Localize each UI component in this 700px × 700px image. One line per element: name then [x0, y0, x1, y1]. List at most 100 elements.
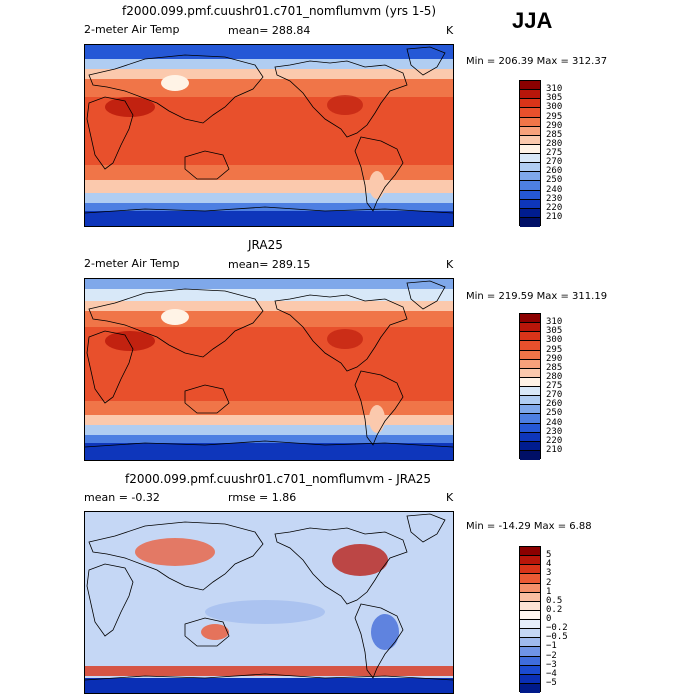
- colorbar-swatch: [520, 450, 540, 460]
- colorbar-swatch: [520, 341, 540, 351]
- panel-1-map: [84, 44, 454, 227]
- colorbar-swatch: [520, 647, 540, 657]
- colorbar-tick-label: 230: [546, 193, 563, 204]
- colorbar-swatch: [520, 423, 540, 433]
- colorbar-tick-label: 210: [546, 444, 563, 455]
- colorbar-swatch: [520, 629, 540, 639]
- colorbar-tick-label: 290: [546, 353, 563, 364]
- panel-2-unit: K: [446, 258, 454, 271]
- colorbar-tick-label: 220: [546, 435, 563, 446]
- season-label: JJA: [512, 8, 553, 33]
- colorbar-swatch: [520, 154, 540, 164]
- colorbar-tick-label: −5: [546, 677, 557, 688]
- colorbar-swatch: [520, 359, 540, 369]
- colorbar-swatch: [520, 190, 540, 200]
- colorbar-swatch: [520, 574, 540, 584]
- panel-2-title: JRA25: [248, 238, 283, 252]
- panel-2-colorbar: [519, 313, 541, 460]
- panel-1-minmax: Min = 206.39 Max = 312.37: [466, 56, 608, 67]
- panel-3-title: f2000.099.pmf.cuushr01.c701_nomflumvm - …: [125, 472, 432, 486]
- colorbar-swatch: [520, 656, 540, 666]
- colorbar-swatch: [520, 332, 540, 342]
- panel-1-title: f2000.099.pmf.cuushr01.c701_nomflumvm (y…: [122, 4, 437, 18]
- colorbar-tick-label: 5: [546, 550, 552, 561]
- colorbar-tick-label: 0: [546, 614, 552, 624]
- panel-1-unit: K: [446, 24, 454, 37]
- colorbar-tick-label: 295: [546, 344, 563, 355]
- colorbar-swatch: [520, 441, 540, 451]
- panel-3-map: [84, 511, 454, 694]
- colorbar-tick-label: 240: [546, 417, 563, 428]
- colorbar-swatch: [520, 135, 540, 145]
- colorbar-tick-label: 295: [546, 111, 563, 122]
- colorbar-tick-label: 3: [546, 568, 552, 579]
- colorbar-swatch: [520, 683, 540, 693]
- panel-2-minmax: Min = 219.59 Max = 311.19: [466, 291, 608, 302]
- colorbar-swatch: [520, 208, 540, 218]
- colorbar-tick-label: 285: [546, 129, 563, 140]
- colorbar-tick-label: 220: [546, 202, 563, 213]
- colorbar-swatch: [520, 99, 540, 109]
- panel-3-colorbar: [519, 546, 541, 693]
- colorbar-swatch: [520, 414, 540, 424]
- panel-1-colorbar: [519, 80, 541, 227]
- panel-2-variable-label: 2-meter Air Temp: [84, 257, 180, 270]
- colorbar-tick-label: 0.2: [546, 604, 563, 615]
- colorbar-swatch: [520, 108, 540, 118]
- colorbar-swatch: [520, 610, 540, 620]
- colorbar-swatch: [520, 81, 540, 91]
- colorbar-swatch: [520, 117, 540, 127]
- colorbar-swatch: [520, 405, 540, 415]
- colorbar-tick-label: 310: [546, 317, 563, 328]
- colorbar-swatch: [520, 592, 540, 602]
- colorbar-swatch: [520, 323, 540, 333]
- colorbar-swatch: [520, 638, 540, 648]
- colorbar-swatch: [520, 396, 540, 406]
- panel-1-mean-label: mean= 288.84: [228, 24, 311, 37]
- colorbar-tick-label: 285: [546, 362, 563, 373]
- colorbar-tick-label: 4: [546, 559, 552, 570]
- colorbar-swatch: [520, 199, 540, 209]
- map-field: [85, 279, 453, 460]
- colorbar-tick-label: 1: [546, 586, 552, 597]
- colorbar-tick-label: 230: [546, 426, 563, 437]
- colorbar-tick-label: −1: [546, 641, 557, 652]
- colorbar-tick-label: −2: [546, 650, 557, 661]
- colorbar-swatch: [520, 90, 540, 100]
- panel-3-mean-label: mean = -0.32: [84, 491, 160, 504]
- colorbar-tick-label: 270: [546, 157, 563, 168]
- panel-3-rmse-label: rmse = 1.86: [228, 491, 297, 504]
- colorbar-swatch: [520, 368, 540, 378]
- colorbar-tick-label: 305: [546, 326, 563, 337]
- colorbar-swatch: [520, 601, 540, 611]
- map-field: [85, 45, 453, 226]
- colorbar-swatch: [520, 314, 540, 324]
- colorbar-tick-label: 310: [546, 84, 563, 95]
- colorbar-tick-label: 275: [546, 381, 563, 391]
- panel-3-minmax: Min = -14.29 Max = 6.88: [466, 521, 592, 532]
- panel-3-unit: K: [446, 491, 454, 504]
- colorbar-tick-label: 280: [546, 371, 563, 382]
- colorbar-swatch: [520, 181, 540, 191]
- colorbar-tick-label: 270: [546, 390, 563, 401]
- colorbar-tick-label: 2: [546, 577, 552, 588]
- colorbar-swatch: [520, 556, 540, 566]
- colorbar-swatch: [520, 163, 540, 173]
- colorbar-tick-label: −3: [546, 659, 557, 670]
- colorbar-tick-label: 260: [546, 166, 563, 177]
- colorbar-swatch: [520, 217, 540, 227]
- colorbar-tick-label: −0.5: [546, 632, 568, 643]
- colorbar-swatch: [520, 144, 540, 154]
- colorbar-swatch: [520, 583, 540, 593]
- panel-2-map: [84, 278, 454, 461]
- panel-1-variable-label: 2-meter Air Temp: [84, 23, 180, 36]
- colorbar-tick-label: 280: [546, 138, 563, 149]
- colorbar-tick-label: 0.5: [546, 595, 563, 606]
- colorbar-tick-label: 300: [546, 335, 563, 346]
- colorbar-tick-label: 305: [546, 93, 563, 104]
- colorbar-tick-label: 275: [546, 148, 563, 158]
- colorbar-swatch: [520, 126, 540, 136]
- colorbar-swatch: [520, 620, 540, 630]
- colorbar-tick-label: 290: [546, 120, 563, 131]
- colorbar-tick-label: 240: [546, 184, 563, 195]
